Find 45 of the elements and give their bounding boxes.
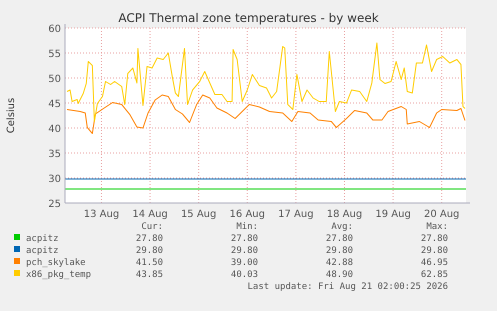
text: Min: <box>236 222 258 232</box>
text: 29.80 <box>326 246 353 256</box>
text: Cur: <box>141 222 163 232</box>
text: 27.80 <box>326 234 353 244</box>
y-tick-label: 40 <box>48 124 61 135</box>
text: Max: <box>426 222 448 232</box>
y-tick-label: 25 <box>48 199 61 210</box>
text: 27.80 <box>136 234 163 244</box>
y-tick-label: 35 <box>48 149 61 160</box>
text: Avg: <box>331 222 353 232</box>
text: 27.80 <box>420 234 448 244</box>
x-tick-label: 14 Aug <box>132 209 168 220</box>
text: 43.85 <box>136 270 163 280</box>
chart-title: ACPI Thermal zone temperatures - by week <box>118 11 379 25</box>
text: 29.80 <box>420 246 448 256</box>
text: 39.00 <box>230 258 258 268</box>
y-tick-label: 60 <box>48 24 61 35</box>
text: 62.85 <box>420 270 448 280</box>
y-tick-label: 55 <box>48 49 61 60</box>
legend-label: acpitz <box>26 246 59 256</box>
text: 29.80 <box>136 246 163 256</box>
y-tick-label: 45 <box>48 99 61 110</box>
text: 46.95 <box>420 258 448 268</box>
text: 42.88 <box>326 258 353 268</box>
x-tick-label: 20 Aug <box>424 209 460 220</box>
x-tick-label: 13 Aug <box>84 209 120 220</box>
legend-label: pch_skylake <box>26 258 86 268</box>
text: 27.80 <box>230 234 258 244</box>
y-tick-label: 30 <box>48 174 61 185</box>
x-tick-label: 17 Aug <box>278 209 314 220</box>
legend-label: acpitz <box>26 234 59 244</box>
text: 48.90 <box>326 270 353 280</box>
text: 29.80 <box>230 246 258 256</box>
x-tick-label: 16 Aug <box>230 209 265 220</box>
line-series <box>66 94 466 134</box>
text: 41.50 <box>136 258 163 268</box>
text: Last update: Fri Aug 21 02:00:25 2026 <box>248 282 448 292</box>
y-tick-label: 50 <box>48 74 61 85</box>
legend-label: x86_pkg_temp <box>26 270 92 280</box>
x-tick-label: 18 Aug <box>326 209 362 220</box>
text: 40.03 <box>230 270 258 280</box>
line-series <box>66 42 466 122</box>
x-tick-label: 15 Aug <box>180 209 216 220</box>
x-tick-label: 19 Aug <box>375 209 411 220</box>
y-axis-title: Celsius <box>6 98 17 134</box>
